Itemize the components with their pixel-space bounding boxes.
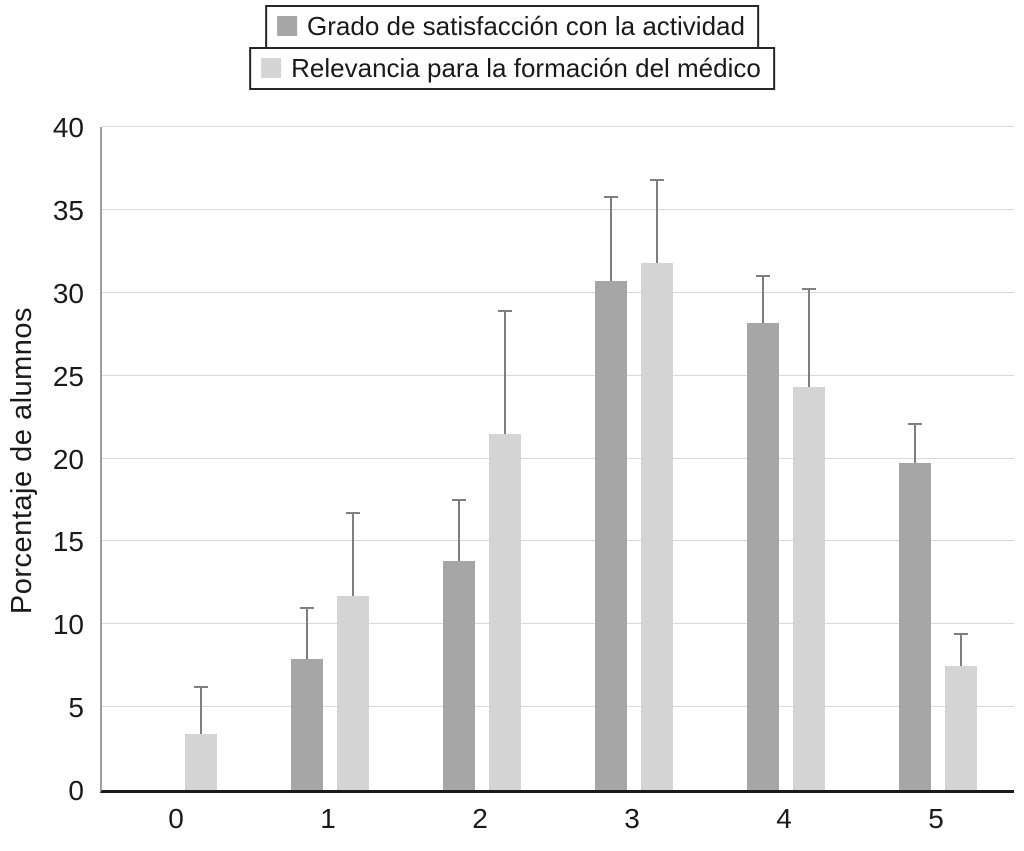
y-tick-label: 10 [52, 609, 84, 641]
x-tick-label: 5 [928, 803, 944, 834]
error-bar-line [808, 289, 810, 388]
bar-series1-cat0 [185, 733, 217, 790]
x-tick-label: 4 [776, 803, 792, 834]
bar-series1-cat3 [641, 262, 673, 790]
error-bar-cap [908, 422, 922, 425]
error-bar-cap [954, 633, 968, 636]
error-bar-line [306, 607, 308, 660]
legend-entry-satisfaccion: Grado de satisfacción con la actividad [265, 5, 759, 49]
y-tick-label: 5 [68, 692, 84, 724]
bar-series1-cat2 [489, 433, 521, 790]
bar-series0-cat4 [747, 322, 779, 790]
error-bar-line [656, 180, 658, 263]
error-bar-cap [756, 275, 770, 278]
y-tick-label: 20 [52, 443, 84, 475]
y-tick-label: 0 [68, 775, 84, 806]
error-bar-line [200, 687, 202, 734]
error-bar-cap [300, 606, 314, 609]
error-bar-cap [802, 288, 816, 291]
gridline [102, 374, 1014, 376]
legend-label-relevancia: Relevancia para la formación del médico [291, 52, 761, 83]
y-tick-labels: 0 5 10 15 20 25 30 35 40 [0, 113, 84, 806]
bar-series0-cat5 [899, 463, 931, 790]
y-tick-label: 15 [52, 526, 84, 558]
gridline [102, 623, 1014, 625]
error-bar-line [610, 196, 612, 282]
legend: Grado de satisfacción con la actividad R… [249, 5, 775, 91]
legend-label-satisfaccion: Grado de satisfacción con la actividad [307, 11, 745, 41]
y-tick-label: 40 [52, 112, 84, 143]
x-tick-labels: 0 1 2 3 4 5 [100, 803, 1014, 843]
bar-series0-cat2 [443, 561, 475, 790]
error-bar-line [914, 423, 916, 464]
error-bar-line [762, 276, 764, 323]
bar-series0-cat1 [291, 659, 323, 790]
gridline [102, 126, 1014, 127]
y-tick-label: 35 [52, 194, 84, 226]
bar-series1-cat1 [337, 596, 369, 790]
error-bar-line [960, 634, 962, 666]
error-bar-cap [498, 309, 512, 312]
error-bar-line [458, 499, 460, 562]
error-bar-cap [604, 195, 618, 198]
error-bar-cap [194, 686, 208, 689]
gridline [102, 208, 1014, 210]
y-tick-label: 30 [52, 277, 84, 309]
x-tick-label: 0 [168, 803, 184, 834]
error-bar-line [352, 513, 354, 597]
error-bar-line [504, 311, 506, 434]
x-tick-label: 1 [320, 803, 336, 834]
legend-entry-relevancia: Relevancia para la formación del médico [249, 46, 775, 91]
gridline [102, 706, 1014, 708]
x-tick-label: 2 [472, 803, 488, 834]
bar-series1-cat5 [945, 665, 977, 790]
legend-swatch-satisfaccion [277, 16, 298, 37]
error-bar-cap [346, 512, 360, 515]
bar-series0-cat3 [595, 281, 627, 790]
x-tick-label: 3 [624, 803, 640, 834]
gridline [102, 291, 1014, 293]
y-tick-label: 25 [52, 360, 84, 392]
bar-series1-cat4 [793, 387, 825, 790]
legend-swatch-relevancia [261, 57, 282, 78]
error-bar-cap [452, 498, 466, 501]
gridline [102, 457, 1014, 459]
error-bar-cap [650, 179, 664, 182]
gridline [102, 540, 1014, 542]
plot-area [100, 126, 1014, 793]
